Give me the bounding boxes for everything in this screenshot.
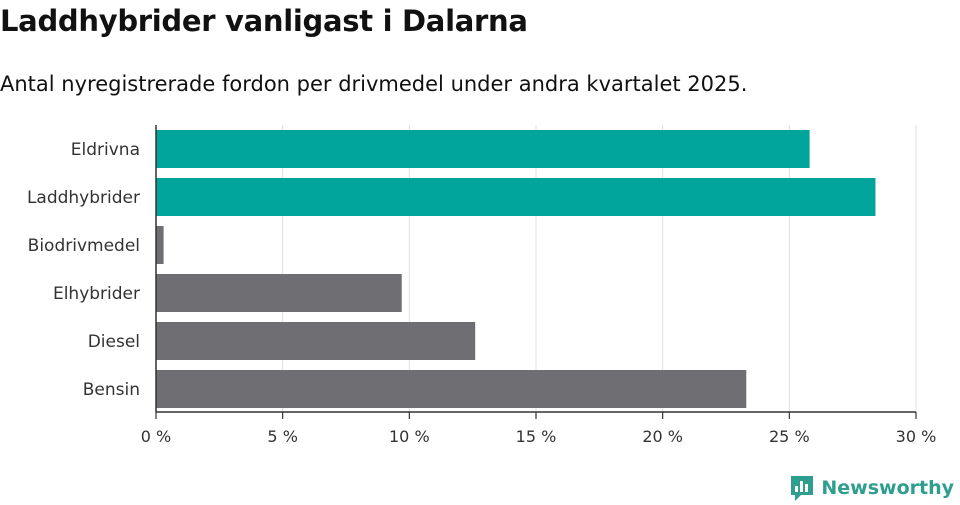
x-tick-label: 5 %: [267, 427, 297, 446]
brand-logo: Newsworthy: [789, 474, 954, 502]
x-tick-label: 20 %: [642, 427, 683, 446]
x-tick-label: 25 %: [769, 427, 810, 446]
chart-subtitle: Antal nyregistrerade fordon per drivmede…: [0, 72, 748, 96]
x-tick-label: 0 %: [141, 427, 171, 446]
category-label: Diesel: [88, 332, 140, 352]
category-label: Biodrivmedel: [28, 236, 140, 256]
category-label: Elhybrider: [53, 284, 140, 304]
x-tick-label: 15 %: [516, 427, 557, 446]
bar-chart: Eldrivna Laddhybrider Biodrivmedel Elhybrid…: [27, 125, 937, 446]
category-label: Bensin: [83, 380, 140, 400]
bars: [156, 130, 876, 408]
chart-title: Laddhybrider vanligast i Dalarna: [0, 4, 528, 38]
bar: [156, 322, 476, 360]
newsworthy-logo-icon: [791, 476, 814, 501]
bar: [156, 226, 164, 264]
category-labels: Eldrivna Laddhybrider Biodrivmedel Elhybrid…: [27, 140, 140, 400]
x-axis: 0 % 5 % 10 % 15 % 20 % 25 % 30 %: [141, 125, 937, 446]
bar: [156, 370, 747, 408]
gridlines: [282, 125, 917, 412]
bar: [156, 130, 810, 168]
category-label: Laddhybrider: [27, 188, 140, 208]
brand-name: Newsworthy: [821, 477, 954, 499]
x-tick-label: 30 %: [896, 427, 937, 446]
bar: [156, 178, 876, 216]
x-tick-label: 10 %: [389, 427, 430, 446]
category-label: Eldrivna: [71, 140, 140, 160]
bar: [156, 274, 402, 312]
